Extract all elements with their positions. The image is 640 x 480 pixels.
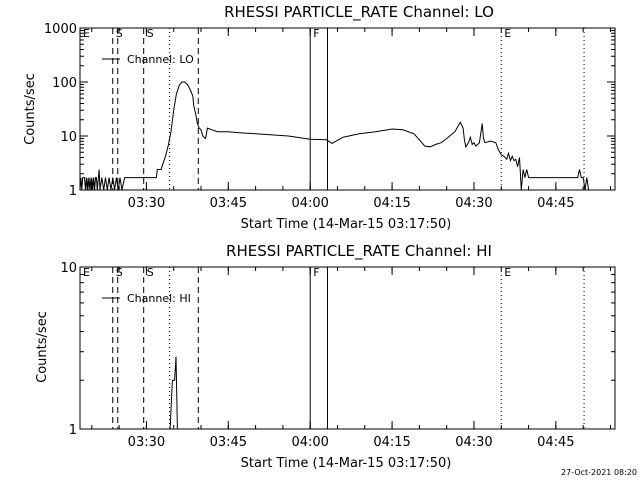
event-marker-label: S <box>116 266 123 279</box>
hi-chart-title: RHESSI PARTICLE_RATE Channel: HI <box>226 242 492 261</box>
generation-timestamp: 27-Oct-2021 08:20 <box>561 468 637 477</box>
x-tick-label: 04:45 <box>537 196 574 211</box>
x-tick-label: 04:15 <box>373 435 410 450</box>
event-marker-label: S <box>147 266 154 279</box>
event-marker-label: E <box>83 266 90 279</box>
data-series-line <box>80 81 590 190</box>
y-tick-label: 1 <box>69 423 77 438</box>
x-tick-label: 04:00 <box>291 435 328 450</box>
event-marker-label: S <box>116 27 123 40</box>
lo-chart-title: RHESSI PARTICLE_RATE Channel: LO <box>224 3 494 22</box>
lo-x-axis-label: Start Time (14-Mar-15 03:17:50) <box>241 217 452 232</box>
x-tick-label: 04:45 <box>537 435 574 450</box>
hi-x-axis-label: Start Time (14-Mar-15 03:17:50) <box>241 456 452 471</box>
event-marker-label: E <box>83 27 90 40</box>
x-tick-label: 03:45 <box>210 196 247 211</box>
x-tick-label: 04:00 <box>291 196 328 211</box>
lo-y-axis-label: Counts/sec <box>23 73 38 145</box>
x-tick-label: 04:15 <box>373 196 410 211</box>
event-marker-label: F <box>313 266 319 279</box>
event-marker-label: E <box>504 27 511 40</box>
legend-entry: Channel: LO <box>127 53 194 66</box>
legend-entry: Channel: HI <box>127 292 191 305</box>
y-tick-label: 1000 <box>44 22 77 37</box>
x-tick-label: 04:30 <box>455 435 492 450</box>
data-series-line <box>169 356 179 429</box>
y-tick-label: 100 <box>52 76 77 91</box>
x-tick-label: 03:45 <box>210 435 247 450</box>
x-tick-label: 04:30 <box>455 196 492 211</box>
y-tick-label: 1 <box>69 184 77 199</box>
hi-y-axis-label: Counts/sec <box>35 311 50 383</box>
event-marker-label: S <box>147 27 154 40</box>
lo-channel-panel: RHESSI PARTICLE_RATE Channel: LO Start T… <box>23 3 616 232</box>
x-tick-label: 03:30 <box>128 196 165 211</box>
y-tick-label: 10 <box>60 130 77 145</box>
event-marker-label: F <box>313 27 319 40</box>
x-tick-label: 03:30 <box>128 435 165 450</box>
event-marker-label: E <box>504 266 511 279</box>
hi-channel-panel: RHESSI PARTICLE_RATE Channel: HI Start T… <box>35 242 616 471</box>
y-tick-label: 10 <box>60 261 77 276</box>
